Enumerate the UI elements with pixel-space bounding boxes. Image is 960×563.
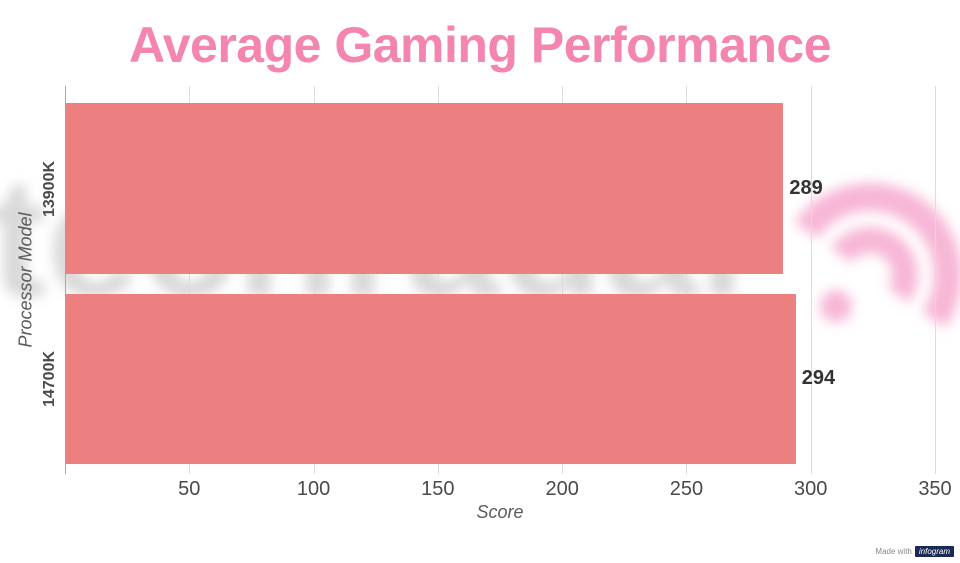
y-tick-label: 14700K bbox=[41, 351, 59, 407]
x-tick-label: 150 bbox=[421, 478, 454, 501]
gridline bbox=[811, 86, 812, 474]
bar bbox=[65, 103, 783, 274]
bar-value-label: 294 bbox=[802, 367, 835, 390]
x-tick-label: 300 bbox=[794, 478, 827, 501]
chart-title: Average Gaming Performance bbox=[0, 0, 960, 70]
y-axis-label: Processor Model bbox=[16, 212, 37, 347]
bar bbox=[65, 294, 796, 465]
credit-prefix: Made with bbox=[875, 547, 911, 556]
x-tick-label: 100 bbox=[297, 478, 330, 501]
x-tick-label: 50 bbox=[178, 478, 200, 501]
x-tick-label: 350 bbox=[918, 478, 951, 501]
bar-value-label: 289 bbox=[789, 177, 822, 200]
gridline bbox=[935, 86, 936, 474]
credit-brand: infogram bbox=[915, 546, 954, 557]
x-tick-label: 250 bbox=[670, 478, 703, 501]
y-tick-label: 13900K bbox=[41, 161, 59, 217]
x-tick-label: 200 bbox=[545, 478, 578, 501]
x-axis-label: Score bbox=[476, 502, 523, 523]
chart-plot-area: 289 294 bbox=[65, 86, 935, 474]
credit-badge: Made with infogram bbox=[875, 546, 954, 557]
